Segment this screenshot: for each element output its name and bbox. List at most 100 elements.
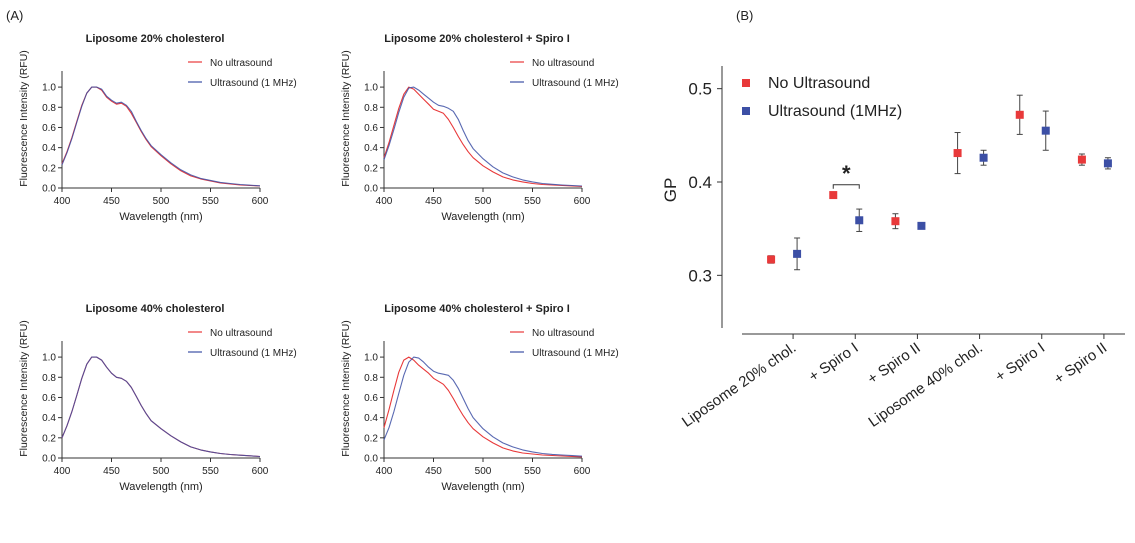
x-tick-label: 500 bbox=[153, 196, 170, 207]
y-tick-label: 0.8 bbox=[364, 103, 378, 114]
x-tick-label: 550 bbox=[524, 196, 541, 207]
y-tick-label: 0.0 bbox=[364, 184, 378, 195]
y-tick-label: 0.6 bbox=[364, 123, 378, 134]
legend-label: Ultrasound (1 MHz) bbox=[532, 78, 619, 89]
y-tick-label: 0.8 bbox=[42, 373, 56, 384]
gp-y-axis-label: GP bbox=[661, 178, 680, 203]
legend-label: No ultrasound bbox=[532, 58, 594, 69]
gp-category-label: + Spiro II bbox=[864, 339, 923, 388]
y-tick-label: 0.8 bbox=[42, 103, 56, 114]
x-tick-label: 550 bbox=[202, 466, 219, 477]
legend-label: No ultrasound bbox=[210, 328, 272, 339]
x-tick-label: 450 bbox=[425, 466, 442, 477]
y-tick-label: 0.4 bbox=[364, 143, 378, 154]
series-line-no-ultrasound bbox=[383, 86, 583, 188]
spectrum-chart-4: Liposome 40% cholesterol + Spiro I 400 450… bbox=[322, 298, 622, 543]
data-point-no-ultrasound bbox=[953, 149, 962, 158]
chart-title: Liposome 40% cholesterol bbox=[86, 303, 225, 315]
chart-title: Liposome 40% cholesterol + Spiro I bbox=[384, 303, 570, 315]
gp-y-tick-label: 0.3 bbox=[688, 266, 712, 285]
y-axis-label: Fluorescence Intensity (RFU) bbox=[340, 320, 352, 457]
legend-label: No ultrasound bbox=[532, 328, 594, 339]
gp-y-tick-label: 0.4 bbox=[688, 173, 712, 192]
panel-b-label: (B) bbox=[736, 8, 754, 23]
y-tick-label: 0.4 bbox=[42, 413, 56, 424]
x-tick-label: 450 bbox=[425, 196, 442, 207]
x-tick-label: 500 bbox=[153, 466, 170, 477]
y-tick-label: 0.8 bbox=[364, 373, 378, 384]
data-point-ultrasound bbox=[917, 221, 926, 230]
y-tick-label: 0.2 bbox=[42, 433, 56, 444]
data-point-ultrasound bbox=[979, 153, 988, 162]
x-tick-label: 400 bbox=[54, 196, 71, 207]
spectrum-chart-2: Liposome 20% cholesterol + Spiro I 400 450… bbox=[322, 28, 622, 273]
data-point-no-ultrasound bbox=[1077, 155, 1086, 164]
series-line-ultrasound bbox=[61, 356, 261, 458]
y-axis-label: Fluorescence Intensity (RFU) bbox=[340, 50, 352, 187]
spectrum-chart-3: Liposome 40% cholesterol 400 450 500 550 600 0… bbox=[0, 298, 300, 543]
series-line-no-ultrasound bbox=[383, 356, 583, 458]
data-point-ultrasound bbox=[793, 249, 802, 258]
data-point-ultrasound bbox=[1103, 159, 1112, 168]
y-tick-label: 0.6 bbox=[42, 393, 56, 404]
series-line-ultrasound bbox=[383, 356, 583, 457]
data-point-no-ultrasound bbox=[891, 217, 900, 226]
chart-title: Liposome 20% cholesterol bbox=[86, 33, 225, 45]
data-point-no-ultrasound bbox=[767, 255, 776, 264]
gp-category-label: Liposome 20% chol. bbox=[679, 339, 799, 430]
legend-label: Ultrasound (1 MHz) bbox=[210, 348, 297, 359]
y-tick-label: 0.0 bbox=[42, 184, 56, 195]
y-axis-label: Fluorescence Intensity (RFU) bbox=[18, 50, 30, 187]
x-tick-label: 600 bbox=[574, 466, 591, 477]
legend-label: Ultrasound (1 MHz) bbox=[210, 78, 297, 89]
x-tick-label: 600 bbox=[574, 196, 591, 207]
gp-legend-swatch bbox=[742, 107, 750, 115]
x-tick-label: 550 bbox=[524, 466, 541, 477]
gp-legend-label: Ultrasound (1MHz) bbox=[768, 103, 902, 120]
y-tick-label: 0.2 bbox=[364, 433, 378, 444]
x-tick-label: 550 bbox=[202, 196, 219, 207]
y-tick-label: 1.0 bbox=[42, 353, 56, 364]
x-tick-label: 500 bbox=[475, 466, 492, 477]
y-tick-label: 0.0 bbox=[42, 454, 56, 465]
gp-y-tick-label: 0.5 bbox=[688, 80, 712, 99]
y-tick-label: 1.0 bbox=[42, 83, 56, 94]
chart-title: Liposome 20% cholesterol + Spiro I bbox=[384, 33, 570, 45]
y-tick-label: 0.6 bbox=[42, 123, 56, 134]
gp-category-label: + Spiro II bbox=[1051, 339, 1110, 388]
gp-category-label: Liposome 40% chol. bbox=[865, 339, 985, 430]
x-tick-label: 500 bbox=[475, 196, 492, 207]
legend-label: Ultrasound (1 MHz) bbox=[532, 348, 619, 359]
x-tick-label: 400 bbox=[376, 196, 393, 207]
data-point-no-ultrasound bbox=[829, 191, 838, 200]
panel-a-label: (A) bbox=[6, 8, 24, 23]
x-tick-label: 400 bbox=[376, 466, 393, 477]
gp-category-label: + Spiro I bbox=[806, 339, 862, 385]
spectrum-chart-1: Liposome 20% cholesterol 400 450 500 550 600 0… bbox=[0, 28, 300, 273]
y-tick-label: 0.2 bbox=[42, 163, 56, 174]
x-tick-label: 400 bbox=[54, 466, 71, 477]
x-axis-label: Wavelength (nm) bbox=[441, 211, 524, 223]
y-tick-label: 0.0 bbox=[364, 454, 378, 465]
y-tick-label: 0.4 bbox=[364, 413, 378, 424]
gp-legend-swatch bbox=[742, 79, 750, 87]
x-axis-label: Wavelength (nm) bbox=[441, 481, 524, 493]
y-tick-label: 0.2 bbox=[364, 163, 378, 174]
x-axis-label: Wavelength (nm) bbox=[119, 211, 202, 223]
y-tick-label: 0.6 bbox=[364, 393, 378, 404]
x-tick-label: 600 bbox=[252, 466, 269, 477]
gp-legend-label: No Ultrasound bbox=[768, 75, 870, 92]
y-tick-label: 0.4 bbox=[42, 143, 56, 154]
gp-chart: 0.3 0.4 0.5 GP Liposome 20% chol. + Spiro I + … bbox=[640, 40, 1130, 495]
y-axis-label: Fluorescence Intensity (RFU) bbox=[18, 320, 30, 457]
significance-asterisk: * bbox=[842, 161, 851, 186]
x-tick-label: 600 bbox=[252, 196, 269, 207]
data-point-ultrasound bbox=[855, 216, 864, 225]
series-line-no-ultrasound bbox=[61, 356, 261, 458]
significance-bracket bbox=[832, 184, 860, 189]
y-tick-label: 1.0 bbox=[364, 83, 378, 94]
y-tick-label: 1.0 bbox=[364, 353, 378, 364]
gp-category-label: + Spiro I bbox=[992, 339, 1048, 385]
series-line-ultrasound bbox=[61, 86, 261, 187]
legend-label: No ultrasound bbox=[210, 58, 272, 69]
